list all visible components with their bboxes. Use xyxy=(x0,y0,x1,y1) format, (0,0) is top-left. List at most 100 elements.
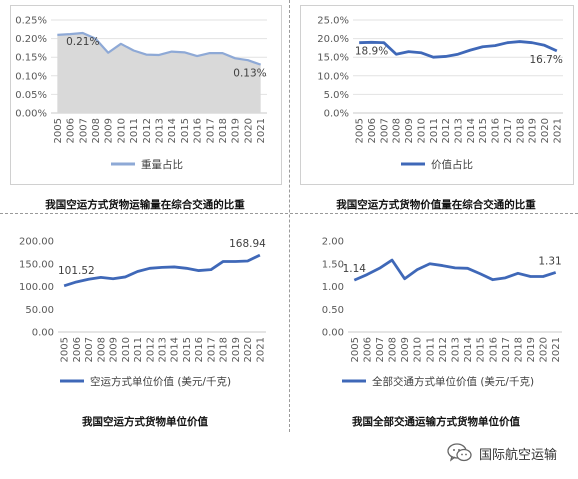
data-label: 101.52 xyxy=(58,265,95,277)
x-tick-label: 2010 xyxy=(413,337,424,362)
x-tick-label: 2017 xyxy=(503,118,514,143)
x-tick-label: 2017 xyxy=(206,337,217,362)
x-tick-label: 2015 xyxy=(180,118,191,143)
x-tick-label: 2013 xyxy=(451,337,462,362)
x-tick-label: 2021 xyxy=(551,337,562,362)
x-tick-label: 2006 xyxy=(72,337,83,362)
x-tick-label: 2018 xyxy=(218,118,229,143)
x-tick-label: 2014 xyxy=(170,337,181,362)
x-tick-label: 2019 xyxy=(528,118,539,143)
legend-label: 全部交通方式单位价值 (美元/千克) xyxy=(372,375,534,388)
series-line xyxy=(359,40,558,59)
vertical-divider xyxy=(289,0,290,432)
y-tick-label: 100.00 xyxy=(19,282,54,293)
x-tick-label: 2018 xyxy=(515,118,526,143)
x-tick-label: 2014 xyxy=(463,337,474,362)
chart-caption: 我国空运方式货物价值量在综合交通的比重 xyxy=(336,199,536,211)
watermark-text: 国际航空运输 xyxy=(479,447,558,463)
y-tick-label: 0.00 xyxy=(32,328,54,339)
y-tick-label: 0.25% xyxy=(15,16,47,27)
x-tick-label: 2021 xyxy=(552,118,563,143)
x-tick-label: 2017 xyxy=(205,118,216,143)
y-tick-label: 20.0% xyxy=(317,34,349,45)
data-label: 1.31 xyxy=(538,255,561,267)
x-tick-label: 2020 xyxy=(243,337,254,362)
chart-air-unit-value: 0.00 50.00 100.00 150.00 200.00 2005 2006 2007 2… xyxy=(10,224,280,394)
x-tick-label: 2006 xyxy=(367,118,378,143)
x-tick-label: 2005 xyxy=(350,337,361,362)
x-tick-label: 2019 xyxy=(231,337,242,362)
data-label: 0.21% xyxy=(66,36,99,48)
x-tick-label: 2009 xyxy=(400,337,411,362)
watermark: 国际航空运输 xyxy=(447,440,557,466)
legend-label: 重量占比 xyxy=(141,158,183,171)
x-tick-label: 2007 xyxy=(84,337,95,362)
x-tick-label: 2005 xyxy=(53,118,64,143)
y-tick-label: 2.00 xyxy=(322,237,344,248)
y-tick-label: 0.05% xyxy=(15,90,47,101)
x-tick-label: 2016 xyxy=(488,337,499,362)
x-tick-label: 2019 xyxy=(231,118,242,143)
y-tick-label: 150.00 xyxy=(19,259,54,270)
x-tick-label: 2021 xyxy=(256,118,267,143)
x-tick-label: 2020 xyxy=(540,118,551,143)
data-label: 0.13% xyxy=(233,68,266,80)
data-label: 16.7% xyxy=(529,54,562,66)
chart-caption: 我国全部交通运输方式货物单位价值 xyxy=(352,416,520,428)
chart-weight-share: 0.00% 0.05% 0.10% 0.15% 0.20% 0.25% 2005 2006 20… xyxy=(10,5,282,185)
chart-value-share: 0.0% 5.0% 10.0% 15.0% 20.0% 25.0% 2005 2006 2007… xyxy=(300,5,574,185)
x-tick-label: 2013 xyxy=(454,118,465,143)
x-tick-label: 2020 xyxy=(243,118,254,143)
x-tick-label: 2011 xyxy=(133,337,144,362)
x-tick-label: 2012 xyxy=(438,337,449,362)
x-tick-label: 2015 xyxy=(476,337,487,362)
chart-svg: 0.00%0.05%0.10%0.15%0.20%0.25%2005 2006 20… xyxy=(15,16,267,172)
y-tick-label: 0.00% xyxy=(15,109,47,120)
data-label: 1.14 xyxy=(343,263,367,275)
y-tick-label: 200.00 xyxy=(19,237,54,248)
chart-svg: 0.00 0.50 1.00 1.50 2.00 2005 2006 2007 2008 2009… xyxy=(322,237,562,389)
x-tick-label: 2005 xyxy=(60,337,71,362)
y-tick-label: 1.00 xyxy=(322,282,344,293)
x-tick-label: 2009 xyxy=(104,118,115,143)
x-tick-label: 2013 xyxy=(158,337,169,362)
x-tick-label: 2009 xyxy=(404,118,415,143)
x-tick-label: 2006 xyxy=(66,118,77,143)
x-tick-label: 2013 xyxy=(155,118,166,143)
y-tick-label: 50.00 xyxy=(25,305,54,316)
x-tick-label: 2015 xyxy=(478,118,489,143)
chart-all-modes-unit-value: 0.00 0.50 1.00 1.50 2.00 2005 2006 2007 2008 2009… xyxy=(300,224,572,394)
chart-caption: 我国空运方式货物单位价值 xyxy=(82,416,208,428)
x-tick-label: 2021 xyxy=(255,337,266,362)
y-tick-label: 1.50 xyxy=(322,259,344,270)
x-tick-label: 2007 xyxy=(78,118,89,143)
y-tick-label: 0.0% xyxy=(324,109,349,120)
x-tick-label: 2008 xyxy=(96,337,107,362)
wechat-bubble-icon xyxy=(447,443,472,462)
x-tick-label: 2008 xyxy=(388,337,399,362)
x-tick-label: 2015 xyxy=(182,337,193,362)
series-line xyxy=(57,31,262,66)
series-line xyxy=(63,253,261,288)
data-label: 168.94 xyxy=(229,238,266,250)
y-tick-label: 0.00 xyxy=(322,328,344,339)
y-tick-label: 15.0% xyxy=(317,53,349,64)
x-tick-label: 2005 xyxy=(355,118,366,143)
x-tick-label: 2010 xyxy=(116,118,127,143)
y-tick-label: 0.15% xyxy=(15,53,47,64)
y-tick-label: 0.20% xyxy=(15,34,47,45)
x-tick-label: 2012 xyxy=(441,118,452,143)
horizontal-divider xyxy=(0,213,578,214)
x-tick-label: 2007 xyxy=(375,337,386,362)
series-line xyxy=(353,258,557,282)
x-tick-label: 2011 xyxy=(425,337,436,362)
x-tick-label: 2010 xyxy=(121,337,132,362)
x-tick-label: 2016 xyxy=(491,118,502,143)
x-tick-label: 2012 xyxy=(142,118,153,143)
x-tick-label: 2011 xyxy=(129,118,140,143)
x-tick-label: 2016 xyxy=(194,337,205,362)
y-tick-label: 0.10% xyxy=(15,71,47,82)
x-tick-label: 2008 xyxy=(392,118,403,143)
legend-label: 价值占比 xyxy=(431,158,473,171)
